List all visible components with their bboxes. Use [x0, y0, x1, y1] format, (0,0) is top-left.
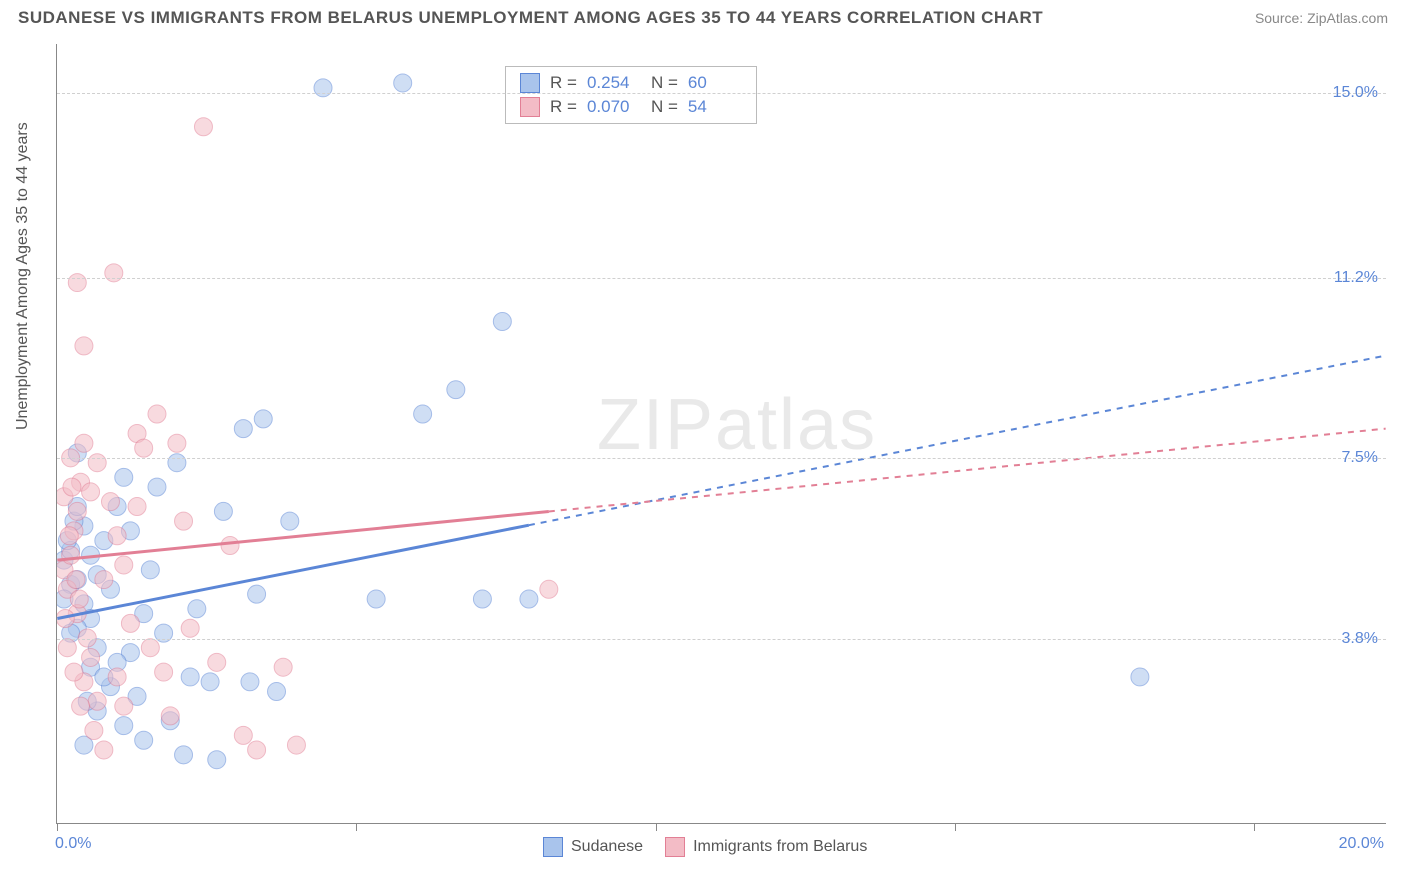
n-value-1: 60	[688, 73, 742, 93]
scatter-svg	[57, 44, 1386, 823]
series-legend: Sudanese Immigrants from Belarus	[543, 837, 867, 857]
r-value-1: 0.254	[587, 73, 641, 93]
swatch-series-2	[520, 97, 540, 117]
y-tick-label: 11.2%	[1334, 269, 1378, 287]
r-label-2: R =	[550, 97, 577, 117]
legend-label-1: Sudanese	[571, 838, 643, 856]
y-tick-label: 15.0%	[1333, 84, 1378, 102]
legend-label-2: Immigrants from Belarus	[693, 838, 867, 856]
source-attribution: Source: ZipAtlas.com	[1255, 10, 1388, 26]
swatch-bottom-1	[543, 837, 563, 857]
y-tick-label: 7.5%	[1342, 449, 1378, 467]
r-value-2: 0.070	[587, 97, 641, 117]
correlation-legend: R = 0.254 N = 60 R = 0.070 N = 54	[505, 66, 757, 124]
legend-row-series-1: R = 0.254 N = 60	[520, 71, 742, 95]
legend-item-series-1: Sudanese	[543, 837, 643, 857]
legend-row-series-2: R = 0.070 N = 54	[520, 95, 742, 119]
y-tick-label: 3.8%	[1342, 630, 1378, 648]
chart-plot-area: ZIPatlas R = 0.254 N = 60 R = 0.070 N = …	[56, 44, 1386, 824]
chart-title: SUDANESE VS IMMIGRANTS FROM BELARUS UNEM…	[18, 8, 1043, 28]
y-axis-title: Unemployment Among Ages 35 to 44 years	[14, 122, 32, 430]
r-label-1: R =	[550, 73, 577, 93]
n-value-2: 54	[688, 97, 742, 117]
swatch-series-1	[520, 73, 540, 93]
swatch-bottom-2	[665, 837, 685, 857]
legend-item-series-2: Immigrants from Belarus	[665, 837, 867, 857]
n-label-1: N =	[651, 73, 678, 93]
x-max-label: 20.0%	[1339, 835, 1384, 853]
n-label-2: N =	[651, 97, 678, 117]
x-min-label: 0.0%	[55, 835, 91, 853]
